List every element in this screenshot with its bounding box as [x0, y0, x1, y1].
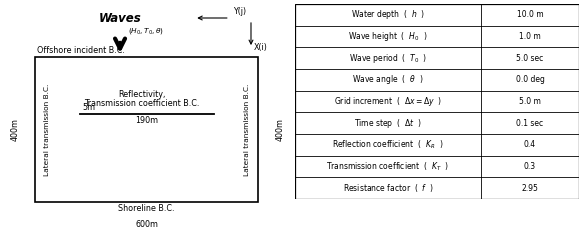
- Text: 5.0 m: 5.0 m: [519, 97, 541, 106]
- Text: 400m: 400m: [276, 118, 285, 141]
- Text: 1.0 m: 1.0 m: [519, 32, 541, 41]
- Text: Waves: Waves: [99, 12, 141, 25]
- Bar: [35, 57, 258, 202]
- Text: X(i): X(i): [254, 43, 268, 52]
- Text: Lateral transmission B.C.: Lateral transmission B.C.: [43, 83, 49, 176]
- Text: Grid increment  (  $\Delta x = \Delta y$  ): Grid increment ( $\Delta x = \Delta y$ ): [334, 95, 442, 108]
- Text: Reflectivity,: Reflectivity,: [118, 90, 166, 99]
- Text: 10.0 m: 10.0 m: [517, 10, 544, 19]
- Text: Y(j): Y(j): [233, 7, 246, 16]
- Text: Transmission coefficient  (  $K_T$  ): Transmission coefficient ( $K_T$ ): [326, 160, 450, 173]
- Text: 190m: 190m: [135, 116, 158, 125]
- Text: 5m: 5m: [82, 104, 95, 112]
- Text: 0.4: 0.4: [524, 140, 536, 149]
- Text: Wave height  (  $H_0$  ): Wave height ( $H_0$ ): [348, 30, 428, 43]
- Text: Shoreline B.C.: Shoreline B.C.: [119, 204, 175, 213]
- Text: 5.0 sec: 5.0 sec: [517, 54, 544, 63]
- Text: Reflection coefficient  (  $K_R$  ): Reflection coefficient ( $K_R$ ): [332, 139, 444, 151]
- Text: Transmission coefficient B.C.: Transmission coefficient B.C.: [84, 99, 200, 108]
- Text: 0.1 sec: 0.1 sec: [517, 119, 544, 128]
- Text: 0.0 deg: 0.0 deg: [515, 75, 545, 84]
- Text: Wave period  (  $T_0$  ): Wave period ( $T_0$ ): [349, 52, 427, 65]
- Text: Time step  (  $\Delta t$  ): Time step ( $\Delta t$ ): [354, 117, 422, 130]
- Text: Wave angle  (  $\theta$  ): Wave angle ( $\theta$ ): [352, 73, 424, 86]
- Text: Lateral transmission B.C.: Lateral transmission B.C.: [244, 83, 250, 176]
- Text: 400m: 400m: [11, 118, 20, 141]
- Text: Water depth  (  $h$  ): Water depth ( $h$ ): [351, 8, 425, 21]
- Text: 600m: 600m: [135, 220, 158, 229]
- Text: Offshore incident B.C.: Offshore incident B.C.: [38, 46, 125, 55]
- Text: Resistance factor  (  $f$  ): Resistance factor ( $f$ ): [343, 182, 433, 194]
- Text: 2.95: 2.95: [522, 184, 538, 193]
- Text: $(H_0, T_0, \theta)$: $(H_0, T_0, \theta)$: [128, 26, 164, 36]
- Text: 0.3: 0.3: [524, 162, 536, 171]
